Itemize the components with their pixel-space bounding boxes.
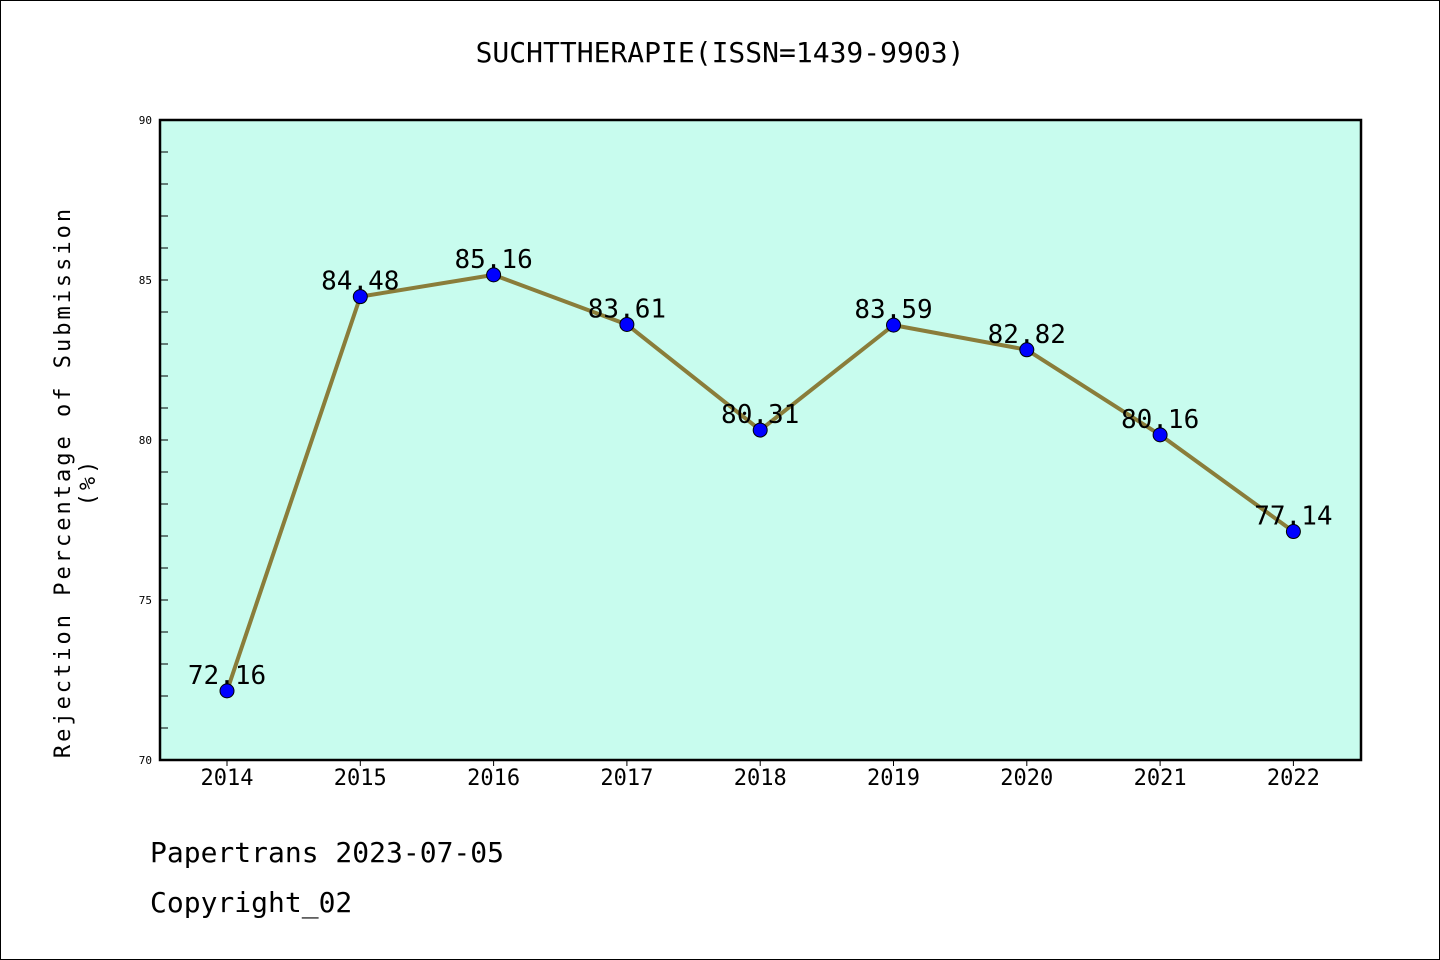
data-label: 72.16	[188, 661, 266, 691]
data-point	[1285, 524, 1301, 540]
data-point	[486, 267, 502, 283]
data-point	[219, 683, 235, 699]
y-tick-label: 80	[139, 434, 152, 447]
chart-title: SUCHTTHERAPIE(ISSN=1439-9903)	[475, 36, 965, 69]
data-point	[752, 422, 768, 438]
footer-source: Papertrans 2023-07-05	[150, 836, 505, 869]
data-label: 82.82	[988, 320, 1066, 350]
data-label: 85.16	[454, 245, 532, 275]
x-tick-label: 2020	[1000, 766, 1053, 791]
data-label: 80.16	[1121, 405, 1199, 435]
x-tick-label: 2021	[1134, 766, 1187, 791]
data-point	[1152, 427, 1168, 443]
y-tick-label: 75	[139, 594, 152, 607]
y-tick-label: 90	[139, 114, 152, 127]
y-tick-label: 85	[139, 274, 152, 287]
x-tick-label: 2019	[867, 766, 920, 791]
data-label: 77.14	[1254, 502, 1332, 532]
x-tick-label: 2018	[734, 766, 787, 791]
x-tick-label: 2014	[201, 766, 254, 791]
data-point	[1019, 342, 1035, 358]
x-tick-label: 2017	[600, 766, 653, 791]
data-label: 83.61	[588, 294, 666, 324]
data-point	[352, 289, 368, 305]
plot-area	[158, 118, 1363, 762]
x-tick-label: 2022	[1267, 766, 1320, 791]
data-point	[619, 316, 635, 332]
footer-copyright: Copyright_02	[150, 886, 353, 919]
data-label: 83.59	[854, 295, 932, 325]
data-label: 80.31	[721, 400, 799, 430]
x-tick-label: 2016	[467, 766, 520, 791]
y-tick-label: 70	[139, 754, 152, 767]
data-label: 84.48	[321, 267, 399, 297]
x-tick-label: 2015	[334, 766, 387, 791]
data-point	[886, 317, 901, 333]
